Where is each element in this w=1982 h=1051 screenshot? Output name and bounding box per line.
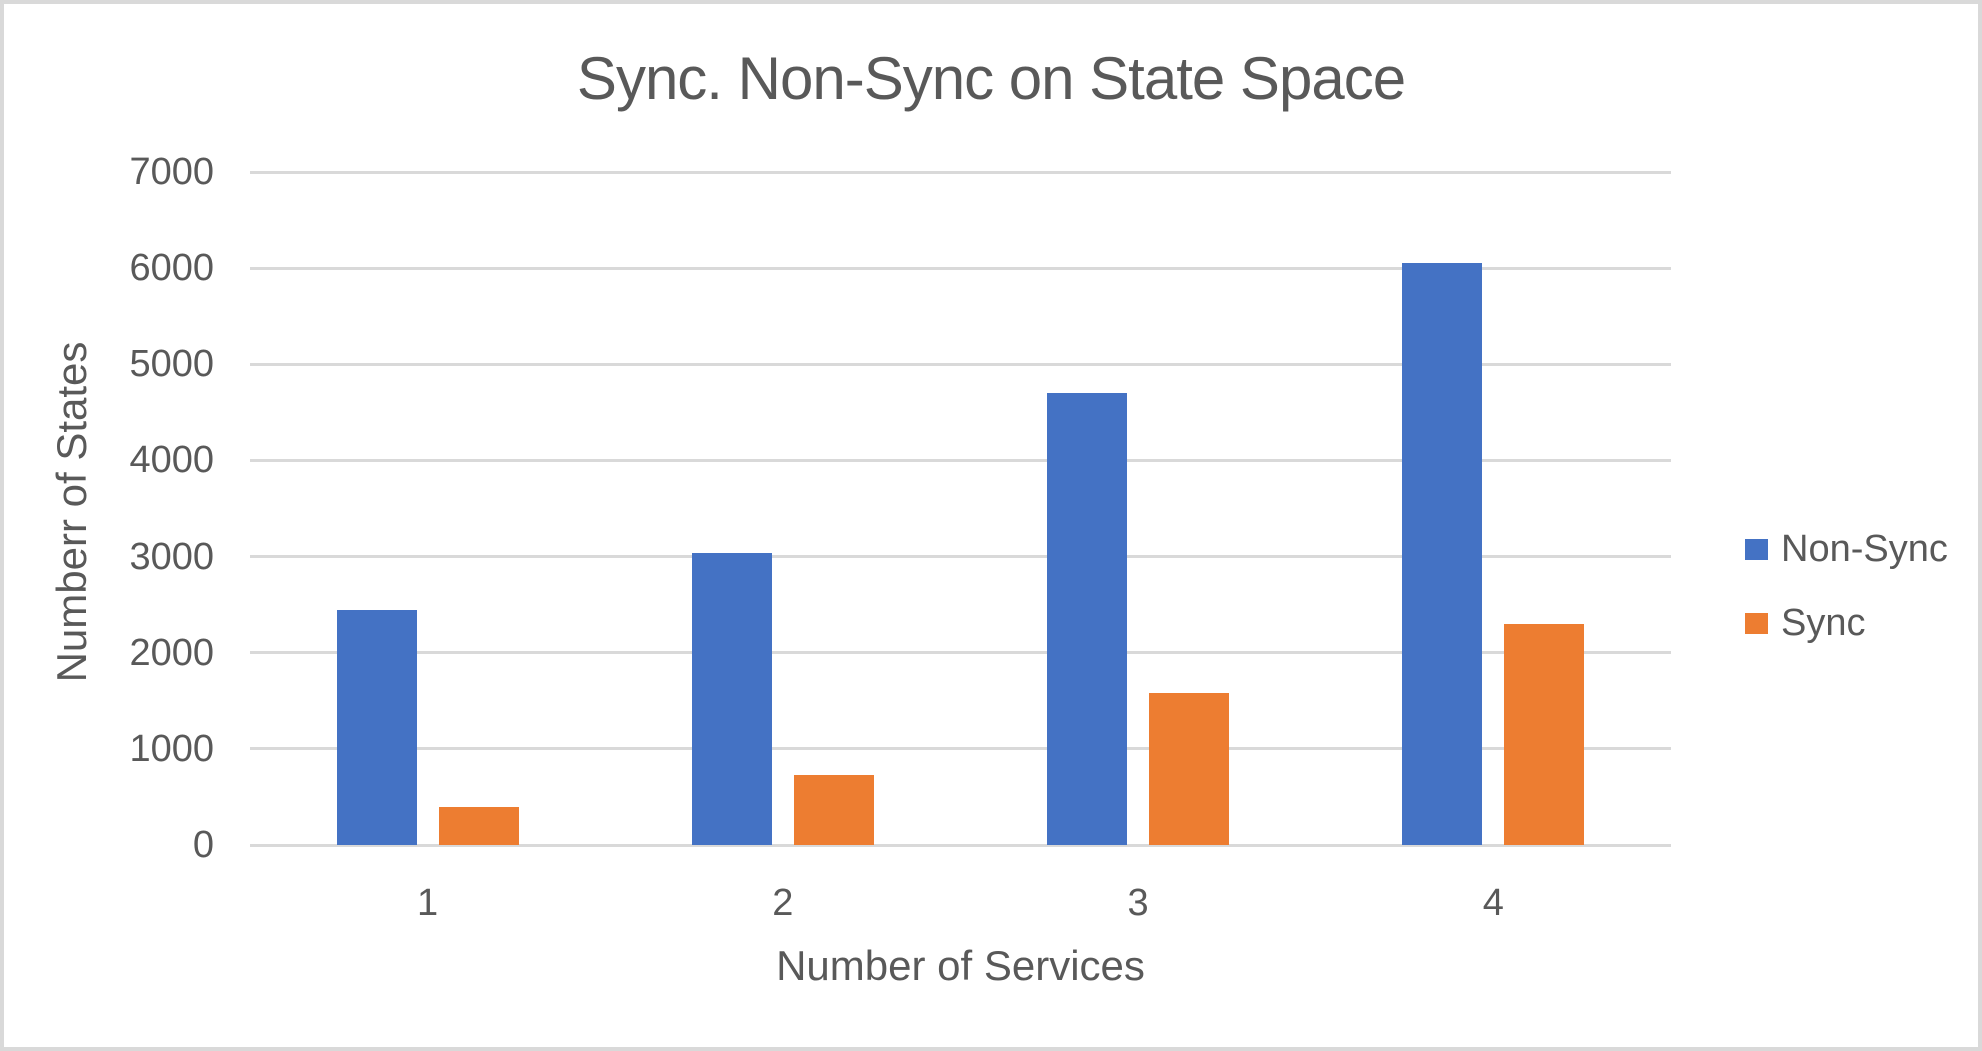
x-axis-title: Number of Services (776, 942, 1145, 989)
y-tick-label-7000: 7000 (129, 151, 214, 193)
x-tick-label-2: 2 (772, 882, 794, 924)
x-tick-label-3: 3 (1127, 882, 1149, 924)
legend-swatch-sync (1745, 612, 1768, 634)
gridline-7000 (250, 170, 1671, 174)
bar-non-sync-category-2 (691, 552, 772, 845)
bar-sync-category-2 (793, 774, 874, 845)
bar-non-sync-category-4 (1402, 263, 1483, 845)
y-tick-label-6000: 6000 (129, 247, 214, 290)
y-tick-label-2000: 2000 (129, 631, 214, 674)
gridline-1000 (250, 747, 1671, 751)
legend-entry-sync: Sync (1745, 602, 1948, 644)
gridline-5000 (250, 362, 1671, 366)
y-tick-label-3000: 3000 (129, 535, 214, 578)
gridline-2000 (250, 651, 1671, 655)
y-tick-label-1000: 1000 (129, 727, 214, 770)
bar-sync-category-3 (1149, 693, 1230, 845)
y-tick-label-0: 0 (192, 824, 214, 866)
gridline-6000 (250, 266, 1671, 270)
legend-label-sync: Sync (1781, 602, 1866, 644)
gridline-4000 (250, 458, 1671, 462)
legend-swatch-non-sync (1745, 538, 1768, 560)
legend: Non-Sync Sync (1745, 528, 1948, 644)
y-tick-label-5000: 5000 (129, 343, 214, 386)
plot-area: 0 1000 2000 3000 4000 5000 6000 7000 1 2 3 4 (129, 152, 1671, 923)
x-tick-label-4: 4 (1482, 882, 1504, 924)
bar-sync-category-1 (438, 806, 519, 845)
gridline-3000 (250, 555, 1671, 559)
y-tick-label-4000: 4000 (129, 439, 214, 482)
x-tick-label-1: 1 (417, 882, 439, 924)
bar-non-sync-category-1 (336, 610, 417, 845)
legend-label-non-sync: Non-Sync (1781, 528, 1948, 570)
chart-title: Sync. Non-Sync on State Space (576, 45, 1406, 112)
gridline-0 (250, 843, 1671, 847)
bar-non-sync-category-3 (1047, 393, 1128, 845)
y-axis-title: Numberr of States (48, 341, 95, 683)
legend-entry-non-sync: Non-Sync (1745, 528, 1948, 570)
bar-sync-category-4 (1504, 623, 1585, 845)
